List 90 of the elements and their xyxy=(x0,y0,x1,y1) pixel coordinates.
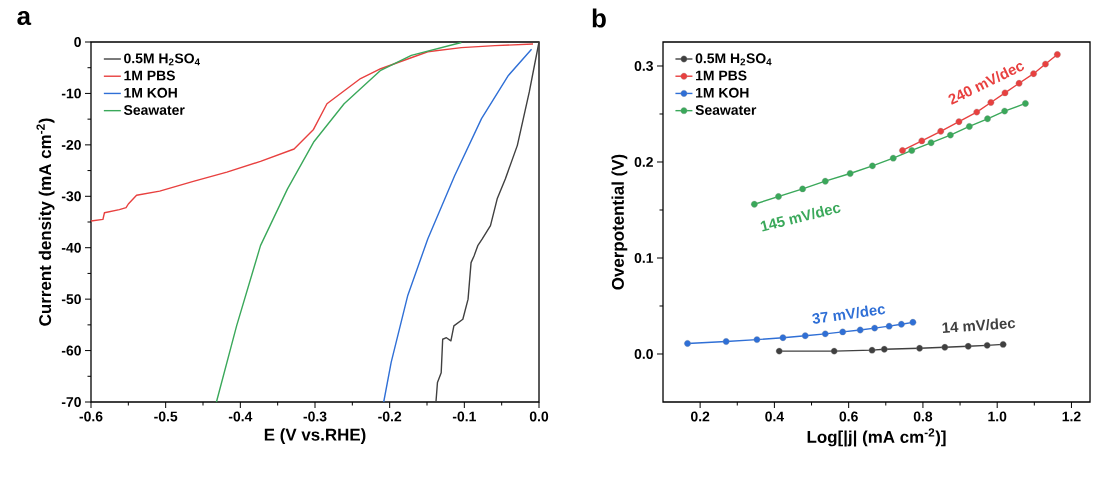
point xyxy=(880,345,888,353)
point xyxy=(869,162,876,170)
y-tick-label: 0.1 xyxy=(634,253,654,263)
x-tick-label: -0.4 xyxy=(228,411,253,422)
point xyxy=(898,320,905,328)
point xyxy=(964,342,972,350)
y-tick-label: 0 xyxy=(74,37,81,47)
y-tick-label: 0.3 xyxy=(634,61,653,71)
y-tick-label: 0.2 xyxy=(634,157,653,167)
y-tick-label: -10 xyxy=(61,88,81,99)
point xyxy=(885,322,893,330)
point xyxy=(1042,60,1049,68)
point xyxy=(775,193,782,200)
legend-label: Seawater xyxy=(695,105,757,115)
point xyxy=(830,347,838,355)
point xyxy=(846,170,854,177)
point xyxy=(722,338,730,345)
x-tick-label: -0.1 xyxy=(452,411,476,422)
point xyxy=(941,343,949,351)
annotation: 14 mV/dec xyxy=(942,318,1016,333)
y-tick-label: -60 xyxy=(61,345,81,356)
y-axis-title: Overpotential (V) xyxy=(611,154,628,290)
annotation: 145 mV/dec xyxy=(760,204,841,232)
line-series xyxy=(435,41,540,403)
x-tick-label: 1.2 xyxy=(1062,411,1081,422)
point xyxy=(955,118,963,126)
point xyxy=(899,147,906,154)
line-series xyxy=(90,43,534,222)
point xyxy=(908,147,916,154)
point xyxy=(751,200,758,208)
legend-label: 0.5M H$_{2}$SO$_{4}$ xyxy=(124,53,200,66)
point xyxy=(965,123,973,130)
line-series xyxy=(383,48,533,403)
x-axis-title: Log[|j| (mA cm$^{-2}$)] xyxy=(807,428,946,447)
x-tick-label: 0.4 xyxy=(765,411,785,422)
y-tick-label: 0.0 xyxy=(634,349,653,359)
point xyxy=(983,342,991,349)
annotation: 37 mV/dec xyxy=(812,305,886,324)
legend-label: 0.5M H$_{2}$SO$_{4}$ xyxy=(695,53,772,66)
point xyxy=(937,127,945,135)
point xyxy=(1030,70,1037,78)
point xyxy=(909,318,917,326)
x-tick-label: 0.6 xyxy=(839,411,858,422)
x-tick-label: 1.0 xyxy=(988,411,1007,422)
point xyxy=(799,185,806,193)
point xyxy=(821,330,829,338)
point xyxy=(984,115,991,123)
point xyxy=(801,332,809,340)
x-tick-label: -0.2 xyxy=(378,411,402,422)
point xyxy=(918,137,926,145)
point xyxy=(1001,107,1008,115)
x-tick-label: 0.0 xyxy=(529,411,549,422)
point xyxy=(947,131,954,139)
chart-title: b xyxy=(592,8,606,28)
point xyxy=(821,177,829,185)
point xyxy=(684,340,691,347)
x-tick-label: -0.3 xyxy=(303,411,327,422)
x-tick-label: -0.5 xyxy=(154,411,178,422)
point xyxy=(987,99,995,106)
x-axis-title: E (V vs.RHE) xyxy=(264,428,366,445)
y-tick-label: -70 xyxy=(61,397,81,407)
legend-label: 1M PBS xyxy=(696,70,747,81)
point xyxy=(871,324,879,332)
y-axis-title: Current density (mA cm$^{-2}$) xyxy=(36,118,55,326)
legend-label: 1M PBS xyxy=(124,70,175,81)
point xyxy=(973,108,981,116)
line-series xyxy=(215,41,463,403)
x-tick-label: -0.6 xyxy=(79,411,103,422)
point xyxy=(856,326,864,334)
y-tick-label: -40 xyxy=(61,242,81,253)
point xyxy=(999,341,1007,348)
point xyxy=(927,139,935,147)
point xyxy=(1053,51,1061,58)
point xyxy=(775,347,783,355)
y-tick-label: -30 xyxy=(61,191,81,202)
x-tick-label: 0.8 xyxy=(913,411,933,422)
point xyxy=(779,334,787,342)
legend-label: Seawater xyxy=(123,105,185,115)
point xyxy=(889,154,897,162)
point xyxy=(868,346,876,354)
point xyxy=(916,344,923,352)
legend-label: 1M KOH xyxy=(124,87,177,98)
chart-title: a xyxy=(17,10,32,26)
point xyxy=(753,336,761,343)
point xyxy=(1022,100,1029,107)
legend-label: 1M KOH xyxy=(696,87,749,98)
y-tick-label: -50 xyxy=(61,294,81,305)
x-tick-label: 0.2 xyxy=(690,411,710,422)
point xyxy=(839,328,847,336)
y-tick-label: -20 xyxy=(61,139,81,150)
